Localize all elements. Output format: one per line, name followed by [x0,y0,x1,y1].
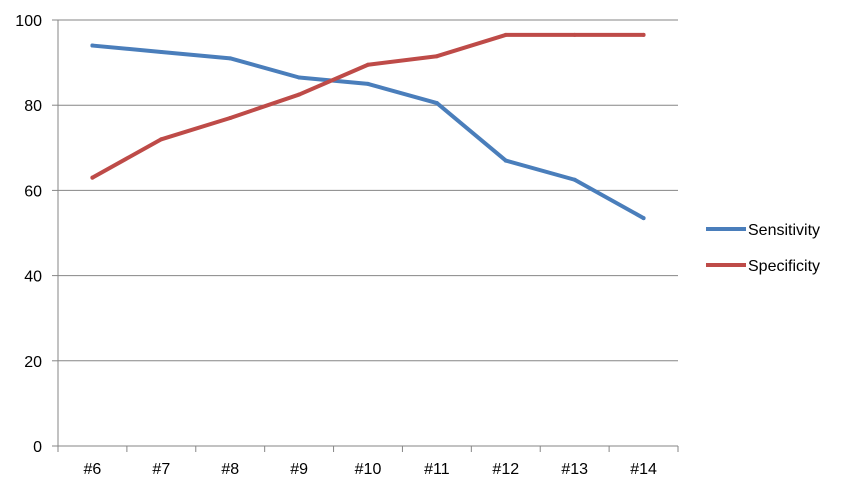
legend-label: Specificity [748,258,820,275]
sensitivity-point [572,177,577,182]
sensitivity-point [641,216,646,221]
specificity-point [641,32,646,37]
specificity-point [90,175,95,180]
y-tick-label: 100 [15,13,42,30]
x-tick-label: #8 [221,461,239,478]
x-tick-label: #10 [355,461,382,478]
sensitivity-point [434,101,439,106]
sensitivity-point [366,81,370,86]
specificity-point [572,32,577,37]
x-tick-label: #9 [290,461,308,478]
specificity-line [90,32,646,180]
y-tick-label: 20 [24,354,42,371]
specificity-point [297,92,302,97]
y-tick-label: 80 [24,98,42,115]
y-tick-label: 60 [24,183,42,200]
specificity-point [159,137,164,142]
x-tick-label: #13 [561,461,588,478]
x-tick-label: #6 [84,461,102,478]
series-lines [90,32,646,221]
specificity-point [228,115,233,120]
gridlines [58,19,678,362]
legend-item-specificity: Specificity [706,258,820,275]
specificity-point [503,32,508,37]
specificity-point [366,62,370,67]
sensitivity-point [159,49,164,54]
x-tick-label: #11 [424,461,450,478]
legend: Sensitivity Specificity [706,222,820,275]
sensitivity-point [503,158,508,163]
legend-label: Sensitivity [748,222,820,239]
specificity-point [434,54,439,59]
sensitivity-point [297,75,302,80]
legend-item-sensitivity: Sensitivity [706,222,820,239]
x-tick-label: #12 [492,461,519,478]
x-tick-label: #14 [630,461,657,478]
sensitivity-point [90,43,95,48]
sensitivity-line [90,43,646,221]
x-tick-label: #7 [152,461,170,478]
sensitivity-point [228,56,233,61]
y-tick-label: 40 [24,269,42,286]
y-tick-label: 0 [33,439,42,456]
axes: 0 20 40 60 80 100 #6 #7 #8 #9 #10 #11 #12 #13 #14 [15,13,679,478]
